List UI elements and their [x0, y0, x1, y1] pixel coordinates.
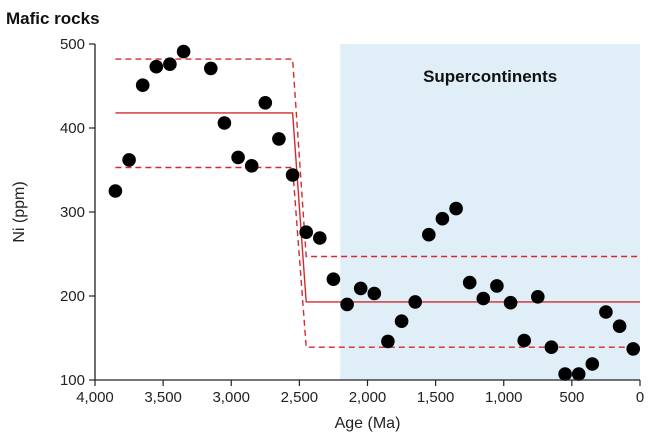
x-tick-label: 3,000 — [212, 389, 250, 406]
data-point — [367, 286, 382, 301]
y-tick-label: 100 — [60, 372, 85, 389]
data-point — [449, 201, 463, 216]
data-point — [176, 44, 191, 59]
x-tick-label: 1,500 — [417, 389, 455, 406]
data-point — [326, 272, 341, 287]
y-tick-label: 400 — [60, 120, 85, 137]
data-points — [108, 44, 640, 381]
y-axis-label: Ni (ppm) — [11, 181, 28, 242]
data-point — [149, 59, 164, 74]
data-point — [462, 275, 477, 290]
x-tick-label: 1,000 — [485, 389, 523, 406]
y-tick-label: 200 — [60, 288, 85, 305]
x-tick-label: 2,000 — [349, 389, 387, 406]
data-point — [163, 57, 177, 71]
data-point — [503, 295, 518, 310]
x-tick-label: 500 — [559, 389, 584, 406]
y-tick-label: 300 — [60, 204, 85, 221]
data-point — [231, 150, 245, 165]
upper-bound-line — [115, 58, 640, 258]
data-point — [490, 279, 504, 293]
data-point — [299, 225, 314, 239]
data-point — [517, 333, 531, 348]
data-point — [108, 184, 123, 198]
data-point — [381, 334, 395, 349]
data-point — [476, 291, 491, 306]
x-tick-label: 2,500 — [281, 389, 319, 406]
lower-bound-line — [115, 166, 640, 348]
chart-title: Mafic rocks — [6, 9, 100, 28]
data-point — [272, 132, 286, 146]
trend-lines — [115, 58, 640, 348]
data-point — [285, 168, 300, 182]
data-point — [122, 153, 136, 167]
x-tick-label: 4,000 — [76, 389, 114, 406]
supercontinents-shaded-region — [340, 44, 640, 380]
data-point — [612, 319, 627, 334]
x-axis-label: Age (Ma) — [335, 415, 401, 432]
data-point — [135, 78, 150, 92]
data-point — [394, 314, 409, 329]
data-point — [558, 367, 572, 381]
data-point — [626, 342, 640, 356]
data-point — [422, 227, 436, 242]
axes: 4,000 3,500 3,000 2,500 2,000 1,500 1,000 500 0 1… — [60, 36, 644, 406]
x-tick-label: 3,500 — [144, 389, 182, 406]
data-point — [353, 281, 368, 296]
data-point — [340, 297, 354, 312]
data-point — [217, 116, 232, 130]
data-point — [204, 61, 218, 76]
x-tick-label: 0 — [636, 389, 644, 406]
data-point — [571, 367, 586, 381]
data-point — [258, 96, 273, 110]
data-point — [599, 305, 613, 319]
data-point — [585, 357, 600, 371]
data-point — [244, 159, 259, 173]
data-point — [531, 290, 545, 304]
data-point — [408, 295, 423, 309]
data-point — [435, 211, 450, 226]
supercontinents-label: Supercontinents — [423, 67, 557, 86]
data-point — [544, 340, 559, 355]
mean-line — [115, 112, 640, 303]
data-point — [313, 231, 327, 245]
y-tick-label: 500 — [60, 36, 85, 53]
